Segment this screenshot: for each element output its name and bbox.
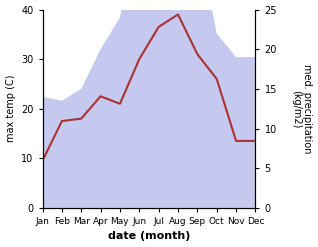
Y-axis label: med. precipitation
(kg/m2): med. precipitation (kg/m2) <box>291 64 313 153</box>
X-axis label: date (month): date (month) <box>108 231 190 242</box>
Y-axis label: max temp (C): max temp (C) <box>5 75 16 143</box>
